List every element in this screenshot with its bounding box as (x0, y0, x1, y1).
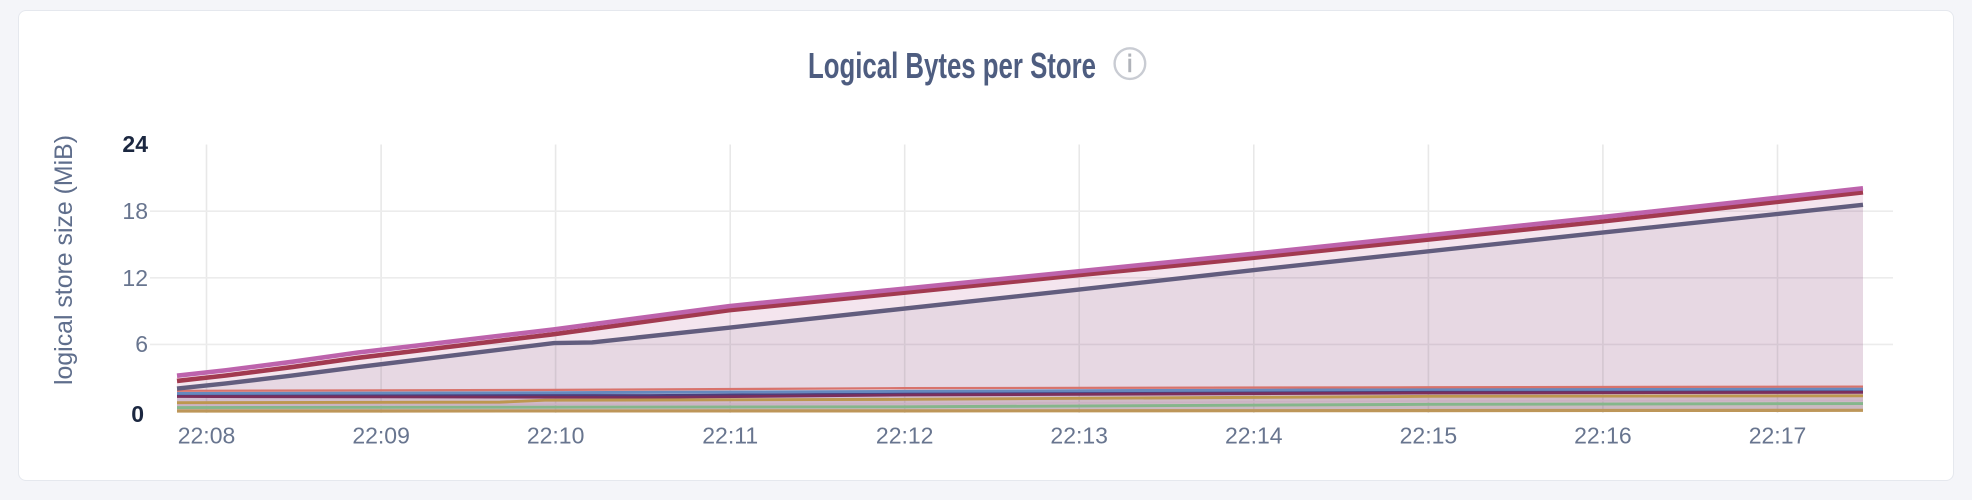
svg-text:0: 0 (131, 401, 144, 427)
svg-text:22:11: 22:11 (702, 423, 758, 449)
svg-text:22:16: 22:16 (1574, 423, 1632, 449)
svg-text:Logical Bytes per Store: Logical Bytes per Store (808, 45, 1096, 86)
svg-text:22:13: 22:13 (1050, 423, 1108, 449)
svg-text:18: 18 (122, 198, 148, 224)
svg-text:22:09: 22:09 (352, 423, 410, 449)
svg-text:22:14: 22:14 (1225, 423, 1283, 449)
svg-text:12: 12 (122, 265, 148, 291)
svg-text:logical store size (MiB): logical store size (MiB) (50, 135, 78, 385)
svg-text:22:12: 22:12 (876, 423, 934, 449)
svg-text:22:15: 22:15 (1400, 423, 1458, 449)
svg-text:22:17: 22:17 (1749, 423, 1807, 449)
svg-text:6: 6 (135, 331, 148, 357)
svg-text:22:08: 22:08 (178, 423, 236, 449)
svg-text:22:10: 22:10 (527, 423, 585, 449)
svg-text:24: 24 (122, 131, 148, 157)
